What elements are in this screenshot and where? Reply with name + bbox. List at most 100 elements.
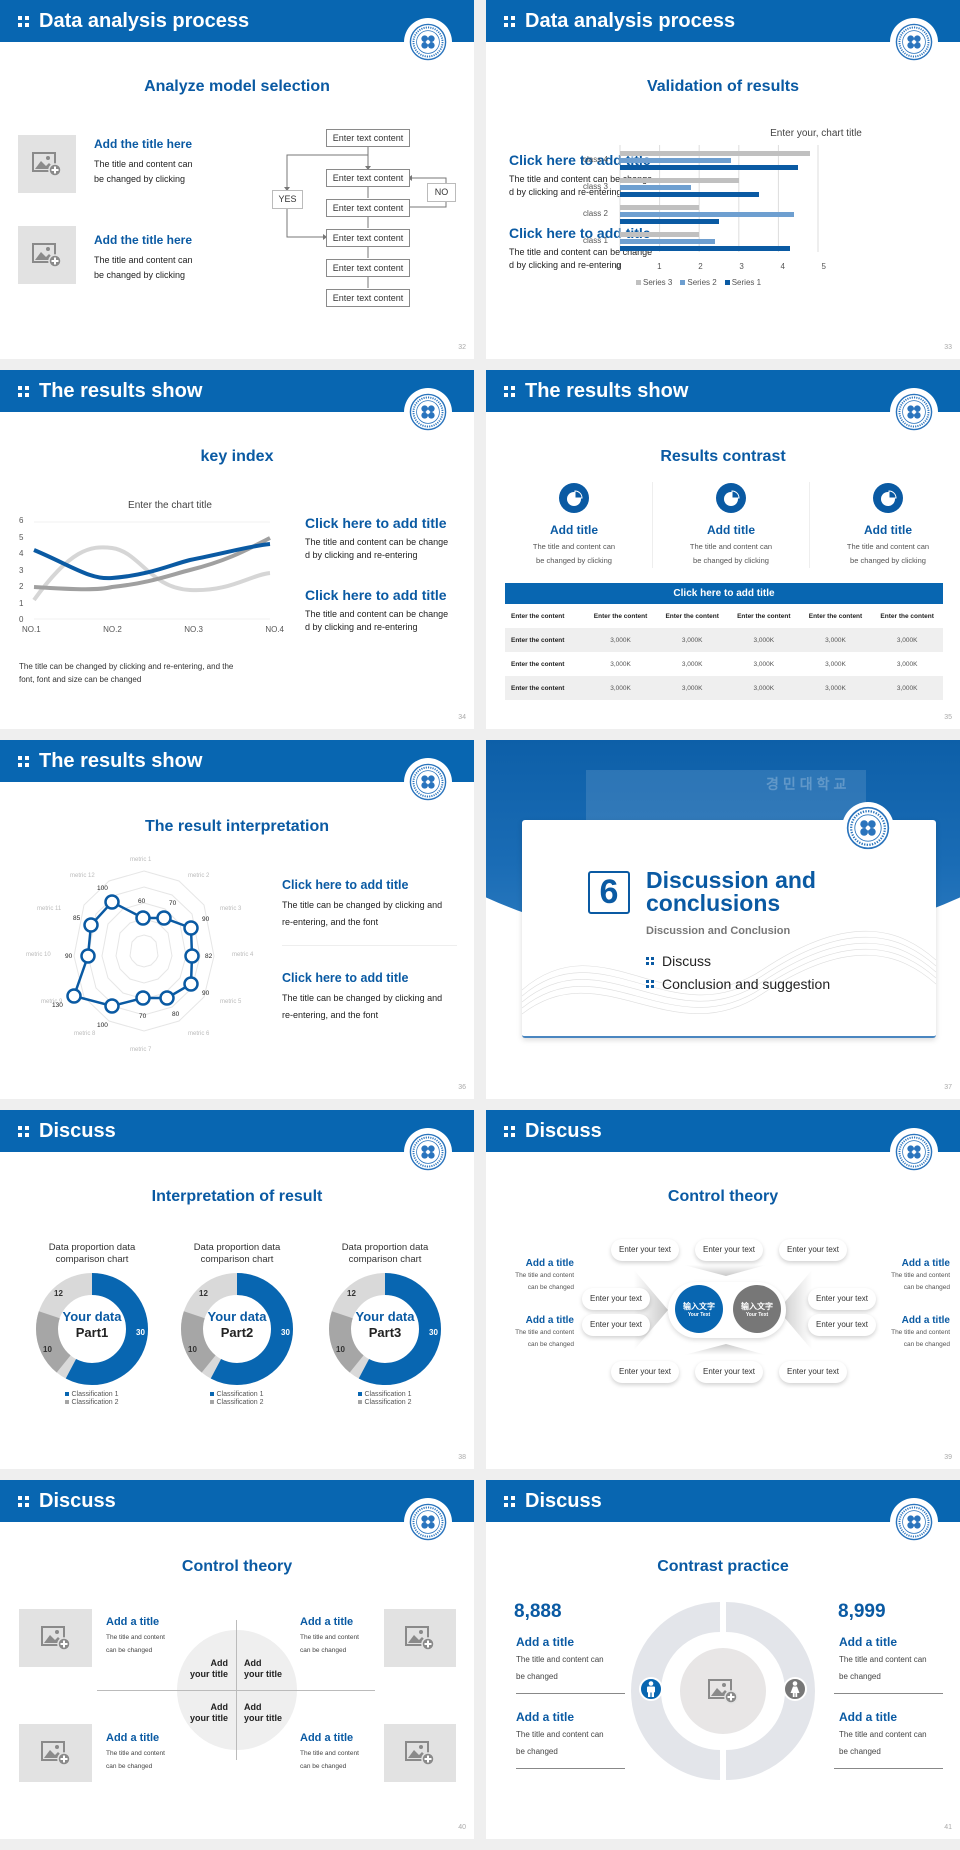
text-pill[interactable]: Enter your text xyxy=(582,1288,650,1310)
header-title: Discuss xyxy=(39,1490,116,1512)
header-title: Discuss xyxy=(525,1490,602,1512)
add-image-icon xyxy=(41,1625,71,1651)
university-seal-icon xyxy=(404,18,452,66)
page-number: 32 xyxy=(458,344,466,351)
contrast-item: Add a title The title and content can be c… xyxy=(834,1635,943,1694)
text-pill[interactable]: Enter your text xyxy=(808,1314,876,1336)
radar-value-label: 90 xyxy=(65,953,73,960)
page-number: 40 xyxy=(458,1824,466,1831)
side-item: Add a title The title and content can be c… xyxy=(515,1258,574,1291)
table-row: Enter the content 3,000K 3,000K 3,000K 3,000… xyxy=(505,628,943,652)
slice-value-label: 10 xyxy=(188,1345,197,1354)
flowchart-box[interactable]: Enter text content xyxy=(326,199,410,217)
radar-axis-label: metric 6 xyxy=(188,1031,210,1037)
section-title: Discussion and conclusions xyxy=(646,867,816,916)
radar-axis-label: metric 7 xyxy=(130,1047,152,1053)
header-title: Discuss xyxy=(525,1120,602,1142)
card-title: Add title xyxy=(550,523,598,537)
radar-value-label: 82 xyxy=(205,953,213,960)
item-title: Click here to add title xyxy=(282,971,409,985)
side-item: Add a title The title and content can be c… xyxy=(891,1258,950,1291)
university-seal-icon xyxy=(890,18,938,66)
university-seal-icon xyxy=(890,388,938,436)
side-item: Add a title The title and content can be c… xyxy=(515,1315,574,1348)
flowchart-yes-label: YES xyxy=(272,190,303,209)
item-body: The title can be changed by clicking and… xyxy=(282,900,443,927)
female-icon xyxy=(783,1677,807,1701)
quadrant-divider-v xyxy=(236,1620,237,1760)
header-title: The results show xyxy=(39,380,203,402)
page-number: 36 xyxy=(458,1084,466,1091)
donut-title: Data proportion data comparison chart xyxy=(48,1242,136,1265)
text-pill[interactable]: Enter your text xyxy=(582,1314,650,1336)
header-dots-icon xyxy=(18,1495,29,1507)
slide-37: 경민대학교 6 Discussion and conclusions Discus… xyxy=(486,740,960,1099)
pie-chart-icon xyxy=(873,483,903,513)
table-title-bar[interactable]: Click here to add title xyxy=(505,583,943,604)
center-circle-gray[interactable]: 输入文字 Your Text xyxy=(733,1285,781,1333)
header-title: Data analysis process xyxy=(39,10,250,32)
text-pill[interactable]: Enter your text xyxy=(695,1239,763,1261)
card-title: Add title xyxy=(707,523,755,537)
text-pill[interactable]: Enter your text xyxy=(779,1239,847,1261)
chart-footnote: The title can be changed by clicking and… xyxy=(19,662,234,684)
add-image-icon xyxy=(41,1740,71,1766)
male-icon xyxy=(639,1677,663,1701)
add-image-icon xyxy=(405,1740,435,1766)
slide-subtitle: Analyze model selection xyxy=(144,78,330,95)
side-item: Add a title The title and content can be c… xyxy=(891,1315,950,1348)
radar-axis-label: metric 11 xyxy=(37,906,62,912)
add-image-icon[interactable] xyxy=(708,1678,738,1704)
image-placeholder[interactable] xyxy=(18,226,76,284)
text-pill[interactable]: Enter your text xyxy=(779,1361,847,1383)
item: Add a title The title and content can be c… xyxy=(300,1732,359,1770)
image-placeholder[interactable] xyxy=(18,135,76,193)
university-seal-icon xyxy=(890,1498,938,1546)
horizontal-bar-chart xyxy=(619,145,819,252)
header-dots-icon xyxy=(18,385,29,397)
y-tick-label: class 4 xyxy=(583,155,608,164)
slide-header: Discuss xyxy=(486,1480,960,1522)
text-pill[interactable]: Enter your text xyxy=(611,1361,679,1383)
section-bullet[interactable]: Discuss xyxy=(646,953,711,969)
item: Add a title The title and content can be c… xyxy=(106,1732,165,1770)
section-card xyxy=(522,820,936,1038)
flowchart-box[interactable]: Enter text content xyxy=(326,229,410,247)
item-title: Add the title here xyxy=(94,233,193,247)
image-placeholder[interactable] xyxy=(384,1609,456,1667)
card-body: The title and content can be changed by c… xyxy=(846,542,930,565)
text-pill[interactable]: Enter your text xyxy=(808,1288,876,1310)
text-pill[interactable]: Enter your text xyxy=(695,1361,763,1383)
image-placeholder[interactable] xyxy=(384,1724,456,1782)
item: Add a title The title and content can be c… xyxy=(106,1616,165,1654)
center-circle-blue[interactable]: 输入文字 Your Text xyxy=(675,1285,723,1333)
item-body: The title and content can be change d by … xyxy=(305,537,449,560)
slice-value-label: 12 xyxy=(347,1289,356,1298)
radar-value-label: 70 xyxy=(169,900,177,907)
flowchart-box[interactable]: Enter text content xyxy=(326,259,410,277)
card: Add title The title and content can be ch… xyxy=(653,482,810,568)
slice-value-label: 10 xyxy=(43,1345,52,1354)
slide-subtitle: Validation of results xyxy=(646,78,800,95)
donut-chart xyxy=(36,1273,148,1385)
table-header-row: Enter the content Enter the content Enter … xyxy=(511,612,934,620)
radar-axis-label: metric 1 xyxy=(130,857,152,863)
item-body: The title and content can be change d by … xyxy=(509,247,653,270)
slide-header: Discuss xyxy=(0,1110,474,1152)
donut-center-label: Your data Part2 xyxy=(207,1309,267,1340)
flowchart-box[interactable]: Enter text content xyxy=(326,169,410,187)
header-dots-icon xyxy=(504,385,515,397)
radar-value-label: 90 xyxy=(202,990,210,997)
image-placeholder[interactable] xyxy=(19,1724,92,1782)
section-bullet[interactable]: Conclusion and suggestion xyxy=(646,976,830,992)
image-placeholder[interactable] xyxy=(19,1609,92,1667)
page-number: 35 xyxy=(944,714,952,721)
radar-chart xyxy=(66,870,215,1032)
flowchart-box[interactable]: Enter text content xyxy=(326,289,410,307)
page-number: 34 xyxy=(458,714,466,721)
flowchart-box[interactable]: Enter text content xyxy=(326,129,410,147)
item-body: The title and content can be change d by … xyxy=(509,174,653,197)
building-silhouette xyxy=(586,770,866,820)
text-pill[interactable]: Enter your text xyxy=(611,1239,679,1261)
radar-axis-label: metric 9 xyxy=(41,999,63,1005)
